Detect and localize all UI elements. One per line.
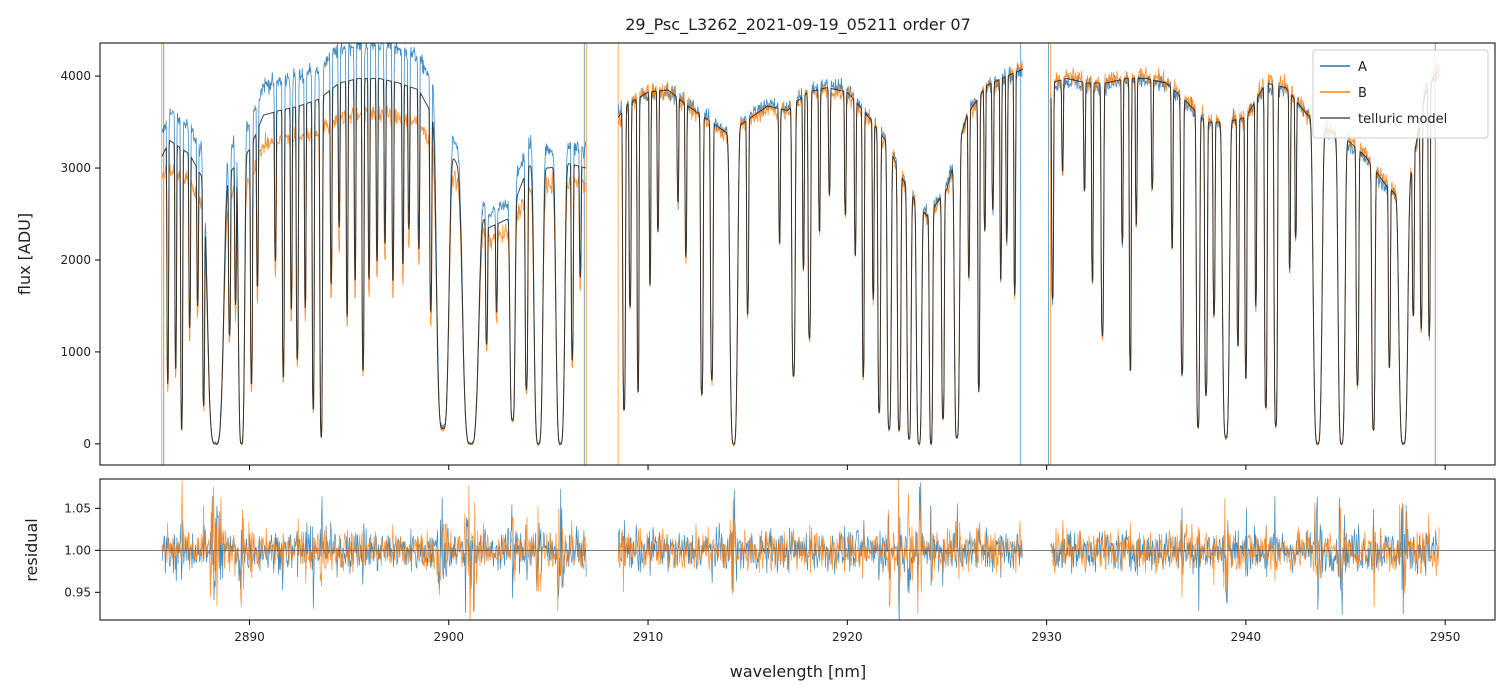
flux-axis-ticks: 0 1000 2000 3000 4000 xyxy=(60,69,1446,470)
telluric-model-line xyxy=(161,68,1440,445)
residual-y-tick-label: 1.05 xyxy=(64,501,91,515)
wavelength-x-tick-label: 2930 xyxy=(1031,630,1062,644)
flux-axis-label: flux [ADU] xyxy=(15,213,34,295)
flux-y-tick-label: 1000 xyxy=(60,345,91,359)
wavelength-x-tick-label: 2890 xyxy=(234,630,265,644)
chart-title: 29_Psc_L3262_2021-09-19_05211 order 07 xyxy=(625,15,971,35)
wavelength-axis-label: wavelength [nm] xyxy=(730,662,867,681)
flux-plot-area xyxy=(161,43,1440,465)
flux-y-tick-label: 4000 xyxy=(60,69,91,83)
flux-panel: 0 1000 2000 3000 4000 flux [ADU] ABtelluric … xyxy=(15,42,1496,470)
residual-b-line xyxy=(161,479,1440,620)
wavelength-x-tick-label: 2900 xyxy=(433,630,464,644)
legend-box xyxy=(1312,49,1489,139)
legend-entry-label: B xyxy=(1358,86,1367,101)
wavelength-x-tick-label: 2940 xyxy=(1231,630,1262,644)
residual-axes-frame xyxy=(99,478,1496,621)
residual-y-tick-label: 1.00 xyxy=(64,543,91,557)
legend-entry-label: A xyxy=(1358,60,1367,75)
flux-y-tick-label: 0 xyxy=(83,437,91,451)
legend-entry-label: telluric model xyxy=(1358,112,1447,127)
residual-axis-ticks: 0.95 1.00 1.05 2890 2900 2910 2920 2930 2940 2950 xyxy=(64,501,1460,644)
residual-plot-area xyxy=(100,479,1495,620)
flux-y-tick-label: 2000 xyxy=(60,253,91,267)
wavelength-x-tick-label: 2910 xyxy=(633,630,664,644)
flux-axes-frame xyxy=(99,42,1496,466)
residual-panel: 0.95 1.00 1.05 2890 2900 2910 2920 2930 2940 2950… xyxy=(22,478,1496,681)
flux-y-tick-label: 3000 xyxy=(60,161,91,175)
wavelength-x-tick-label: 2950 xyxy=(1430,630,1461,644)
wavelength-x-tick-label: 2920 xyxy=(832,630,863,644)
residual-axis-label: residual xyxy=(22,518,41,581)
residual-y-tick-label: 0.95 xyxy=(64,585,91,599)
